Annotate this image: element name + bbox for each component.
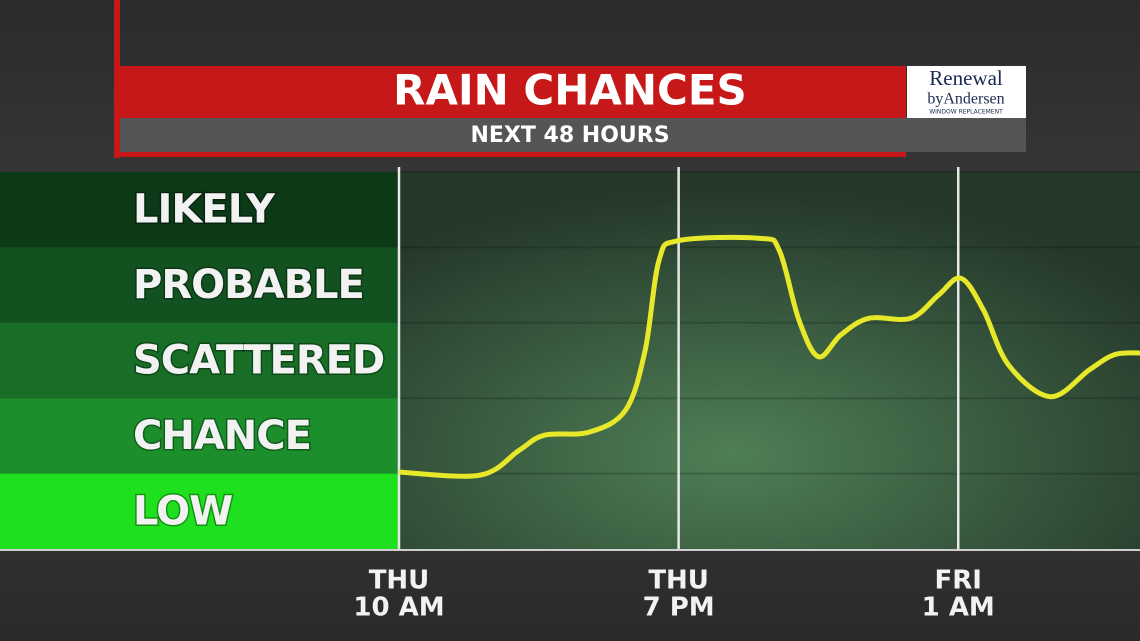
- level-band: [0, 398, 399, 474]
- y-tick-label: SCATTERED: [133, 338, 384, 384]
- y-tick-label: CHANCE: [133, 413, 311, 459]
- level-band: [0, 322, 399, 399]
- x-tick-label: THU: [648, 566, 709, 596]
- banner-underline: [114, 152, 906, 157]
- x-tick-label: FRI: [935, 566, 982, 596]
- sponsor-logo: [907, 66, 1026, 118]
- chart-subtitle: NEXT 48 HOURS: [470, 123, 669, 148]
- title-banner: [120, 66, 906, 118]
- level-band: [0, 247, 399, 323]
- y-tick-label: PROBABLE: [133, 262, 364, 308]
- x-tick-label: THU: [369, 566, 430, 596]
- x-tick-label: 10 AM: [353, 593, 444, 623]
- y-tick-label: LOW: [133, 488, 232, 534]
- x-tick-label: 7 PM: [643, 593, 715, 623]
- axis-line: [0, 549, 1140, 551]
- subtitle-banner: [120, 118, 1026, 152]
- sponsor-name: byAndersen: [927, 91, 1004, 108]
- accent-bar: [114, 0, 120, 158]
- y-tick-label: LIKELY: [133, 187, 276, 233]
- sponsor-name: Renewal: [929, 66, 1003, 90]
- chart-title: RAIN CHANCES: [393, 66, 747, 115]
- sponsor-tagline: WINDOW REPLACEMENT: [929, 109, 1003, 116]
- x-tick-label: 1 AM: [922, 593, 995, 623]
- plot-area: [399, 172, 1140, 549]
- level-band: [0, 473, 399, 549]
- level-band: [0, 172, 399, 248]
- rain-line: [398, 234, 1140, 479]
